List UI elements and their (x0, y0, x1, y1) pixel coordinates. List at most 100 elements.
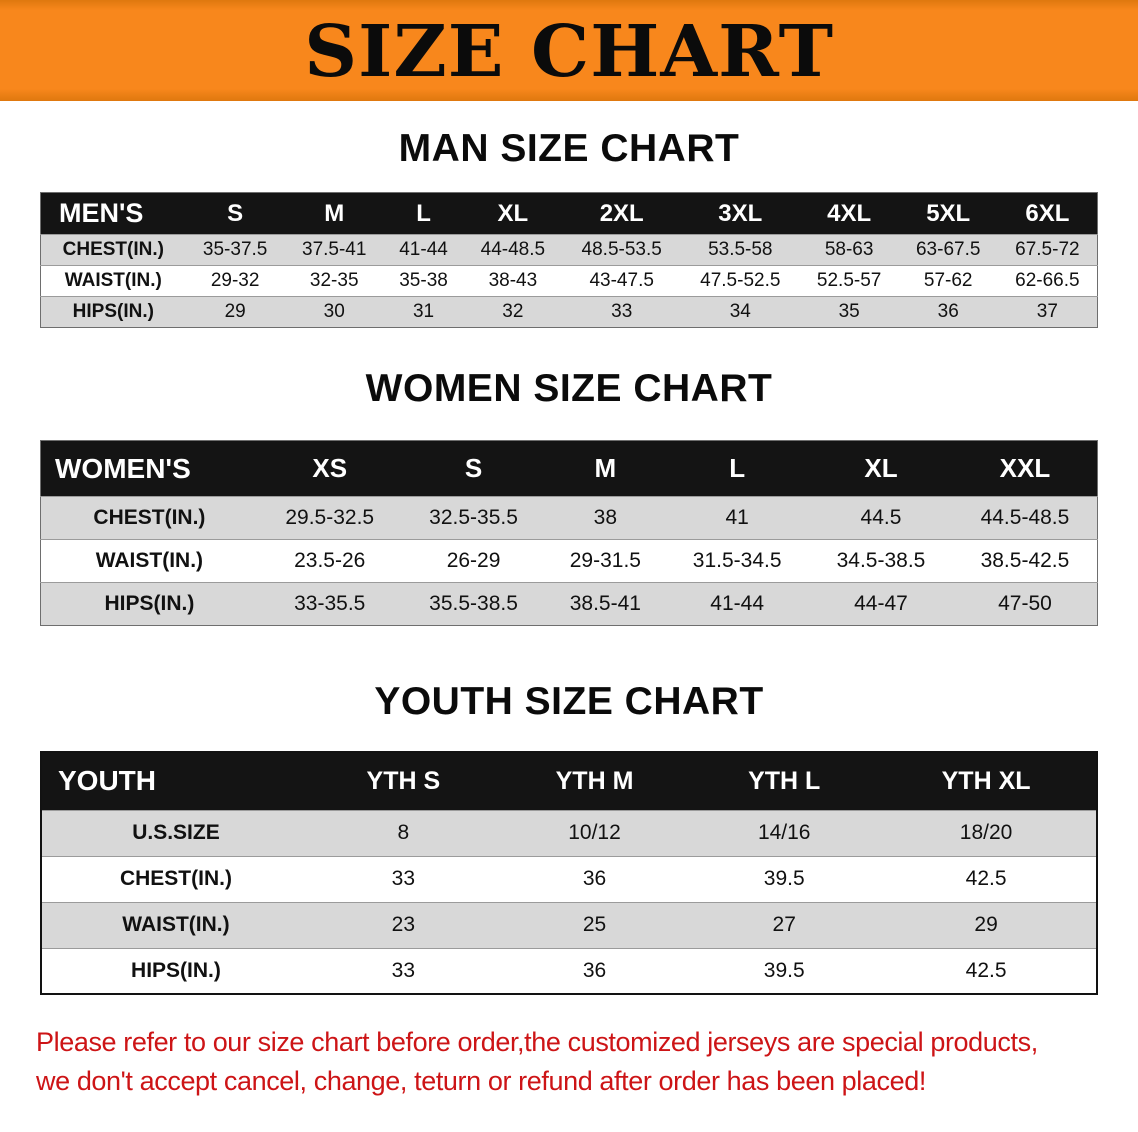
size-value-cell: 35-38 (383, 265, 464, 297)
row-label: CHEST(IN.) (40, 234, 186, 266)
banner-title: SIZE CHART (304, 8, 834, 93)
size-value-cell: 25 (496, 901, 693, 948)
size-value-cell: 48.5-53.5 (562, 234, 681, 266)
disclaimer-line-1: Please refer to our size chart before or… (36, 1027, 1038, 1057)
size-value-cell: 37 (997, 296, 1098, 328)
women-size-heading: WOMEN SIZE CHART (365, 367, 773, 410)
women-size-table: WOMEN'S XS S M L XL XXL CHEST(IN.) 29.5-32.5 32.5… (40, 440, 1098, 626)
size-column-header: YTH M (496, 752, 693, 810)
size-value-cell: 67.5-72 (997, 234, 1098, 266)
measurement-row: WAIST(IN.) 23 25 27 29 (41, 901, 1097, 948)
size-value-cell: 10/12 (496, 809, 693, 856)
size-value-cell: 44-47 (809, 582, 953, 626)
size-value-cell: 34 (681, 296, 800, 328)
measurement-row: CHEST(IN.) 33 36 39.5 42.5 (41, 855, 1097, 902)
size-value-cell: 63-67.5 (898, 234, 998, 266)
row-label: HIPS(IN.) (40, 296, 186, 328)
size-value-cell: 18/20 (876, 809, 1097, 856)
size-value-cell: 57-62 (898, 265, 998, 297)
measurement-row: WAIST(IN.) 23.5-26 26-29 29-31.5 31.5-34.5 34… (40, 539, 1098, 583)
disclaimer-line-2: we don't accept cancel, change, teturn o… (36, 1066, 926, 1096)
size-value-cell: 29.5-32.5 (257, 496, 402, 540)
size-value-cell: 32.5-35.5 (401, 496, 546, 540)
size-column-header: L (383, 192, 464, 235)
measurement-row: HIPS(IN.) 33-35.5 35.5-38.5 38.5-41 41-44 44-… (40, 582, 1098, 626)
size-value-cell: 44.5 (809, 496, 953, 540)
size-value-cell: 39.5 (692, 855, 877, 902)
row-label: WAIST(IN.) (40, 539, 258, 583)
row-label: U.S.SIZE (41, 809, 310, 856)
size-value-cell: 36 (496, 947, 693, 994)
row-label: HIPS(IN.) (41, 947, 310, 994)
man-size-heading: MAN SIZE CHART (398, 127, 740, 170)
size-value-cell: 38 (545, 496, 666, 540)
size-value-cell: 32-35 (284, 265, 384, 297)
size-value-cell: 33 (309, 855, 497, 902)
size-value-cell: 41 (665, 496, 810, 540)
size-value-cell: 36 (898, 296, 998, 328)
measurement-row: CHEST(IN.) 29.5-32.5 32.5-35.5 38 41 44.5 44.5… (40, 496, 1098, 540)
row-label: HIPS(IN.) (40, 582, 258, 626)
size-value-cell: 29-32 (185, 265, 285, 297)
table-corner-label: WOMEN'S (40, 440, 258, 497)
size-value-cell: 27 (692, 901, 877, 948)
size-column-header: 6XL (997, 192, 1098, 235)
man-size-section: MAN SIZE CHART MEN'S S M L XL 2XL 3XL 4XL 5XL 6XL… (0, 101, 1138, 328)
disclaimer: Please refer to our size chart before or… (36, 1023, 1102, 1101)
men-size-table: MEN'S S M L XL 2XL 3XL 4XL 5XL 6XL CHEST(IN.) 35-37… (40, 192, 1098, 328)
measurement-row: HIPS(IN.) 33 36 39.5 42.5 (41, 947, 1097, 994)
women-size-section: WOMEN SIZE CHART WOMEN'S XS S M L XL XXL CHEST(… (0, 328, 1138, 626)
size-column-header: M (284, 192, 384, 235)
size-value-cell: 47.5-52.5 (681, 265, 800, 297)
header-row: MEN'S S M L XL 2XL 3XL 4XL 5XL 6XL (40, 192, 1098, 235)
measurement-row: CHEST(IN.) 35-37.5 37.5-41 41-44 44-48.5 48.5… (40, 234, 1098, 266)
measurement-row: HIPS(IN.) 29 30 31 32 33 34 35 36 37 (40, 296, 1098, 328)
size-column-header: XL (809, 440, 953, 497)
size-column-header: XS (257, 440, 402, 497)
size-value-cell: 44.5-48.5 (952, 496, 1098, 540)
size-column-header: S (185, 192, 285, 235)
size-value-cell: 53.5-58 (681, 234, 800, 266)
row-label: WAIST(IN.) (40, 265, 186, 297)
measurement-row: WAIST(IN.) 29-32 32-35 35-38 38-43 43-47.5 47.… (40, 265, 1098, 297)
size-column-header: 3XL (681, 192, 800, 235)
size-value-cell: 38-43 (463, 265, 563, 297)
size-column-header: XL (463, 192, 563, 235)
size-value-cell: 8 (309, 809, 497, 856)
size-value-cell: 35.5-38.5 (401, 582, 546, 626)
row-label: CHEST(IN.) (41, 855, 310, 902)
size-column-header: YTH L (692, 752, 877, 810)
size-column-header: YTH XL (876, 752, 1097, 810)
size-column-header: L (665, 440, 810, 497)
size-value-cell: 39.5 (692, 947, 877, 994)
size-value-cell: 29 (876, 901, 1097, 948)
size-value-cell: 26-29 (401, 539, 546, 583)
youth-size-section: YOUTH SIZE CHART YOUTH YTH S YTH M YTH L YTH… (0, 626, 1138, 995)
youth-size-heading: YOUTH SIZE CHART (374, 680, 764, 723)
size-value-cell: 41-44 (383, 234, 464, 266)
size-value-cell: 31.5-34.5 (665, 539, 810, 583)
size-value-cell: 62-66.5 (997, 265, 1098, 297)
size-column-header: 5XL (898, 192, 998, 235)
header-row: YOUTH YTH S YTH M YTH L YTH XL (41, 752, 1097, 810)
size-value-cell: 43-47.5 (562, 265, 681, 297)
size-chart-banner: SIZE CHART (0, 0, 1138, 101)
size-value-cell: 42.5 (876, 947, 1097, 994)
header-row: WOMEN'S XS S M L XL XXL (40, 440, 1098, 497)
size-value-cell: 38.5-42.5 (952, 539, 1098, 583)
size-value-cell: 35-37.5 (185, 234, 285, 266)
size-column-header: S (401, 440, 546, 497)
size-column-header: 4XL (799, 192, 899, 235)
size-value-cell: 33-35.5 (257, 582, 402, 626)
youth-size-table: YOUTH YTH S YTH M YTH L YTH XL U.S.SIZE 8 10/12… (40, 751, 1098, 995)
size-value-cell: 29 (185, 296, 285, 328)
size-value-cell: 52.5-57 (799, 265, 899, 297)
size-column-header: M (545, 440, 666, 497)
table-corner-label: YOUTH (41, 752, 310, 810)
row-label: WAIST(IN.) (41, 901, 310, 948)
size-value-cell: 58-63 (799, 234, 899, 266)
size-value-cell: 44-48.5 (463, 234, 563, 266)
size-value-cell: 23 (309, 901, 497, 948)
row-label: CHEST(IN.) (40, 496, 258, 540)
size-value-cell: 38.5-41 (545, 582, 666, 626)
